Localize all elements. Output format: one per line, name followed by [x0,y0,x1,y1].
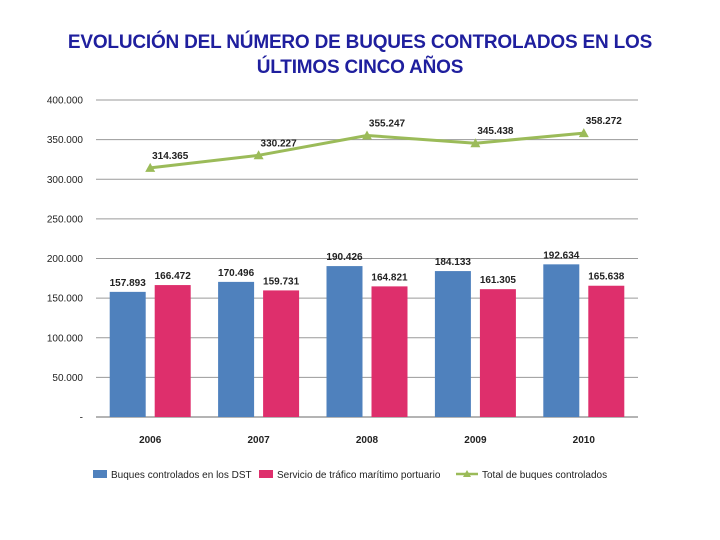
bar [479,289,516,417]
bar-data-label: 184.133 [435,257,472,268]
bar [218,281,255,417]
bar-data-label: 190.426 [326,252,363,263]
legend-label: Total de buques controlados [482,470,607,481]
bar [154,285,191,417]
line-data-label: 330.227 [261,138,298,149]
y-tick-label: 150.000 [47,294,84,305]
bar-data-label: 192.634 [543,250,580,261]
bar [263,290,300,417]
y-tick-label: 100.000 [47,333,84,344]
x-tick-label: 2009 [464,435,487,446]
bar [371,286,408,417]
y-tick-label: 350.000 [47,135,84,146]
bar-data-label: 165.638 [588,272,625,283]
y-tick-label: 50.000 [52,373,83,384]
x-axis: 2006 2007 2008 2009 2010 [139,435,595,446]
bar-data-label: 170.496 [218,268,255,279]
bar-data-label: 166.472 [155,271,192,282]
bar-data-label: 164.821 [371,272,408,283]
y-tick-label: 400.000 [47,96,84,107]
bar [109,291,146,417]
chart-title: EVOLUCIÓN DEL NÚMERO DE BUQUES CONTROLAD… [67,32,653,78]
y-axis: - 50.000 100.000 150.000 200.000 250.000 300.0… [47,96,84,424]
x-tick-label: 2010 [573,435,596,446]
legend-swatch [259,470,273,478]
legend-label: Buques controlados en los DST [111,470,252,481]
y-tick-label: 200.000 [47,254,84,265]
line-point [362,130,372,140]
x-tick-label: 2008 [356,435,379,446]
legend-label: Servicio de tráfico marítimo portuario [277,470,441,481]
line-point [470,138,481,148]
bar [326,266,363,417]
x-tick-label: 2006 [139,435,162,446]
line-data-label: 345.438 [477,126,514,137]
legend-swatch [93,470,107,478]
bar-data-label: 161.305 [480,275,517,286]
legend: Buques controlados en los DST Servicio de… [93,470,607,481]
y-tick-label: 250.000 [47,214,84,225]
line-data-label: 314.365 [152,151,189,162]
line-data-label: 355.247 [369,118,406,129]
line-point [145,162,156,172]
line-data-label: 358.272 [586,116,623,127]
line-point [578,128,589,138]
bars: 157.893 166.472 170.496 159.731 190.426 164.8… [110,250,625,417]
y-tick-label: - [80,413,83,424]
bar [588,285,625,417]
line-point [253,150,264,160]
bar [434,271,471,417]
bar [543,264,580,417]
x-tick-label: 2007 [247,435,270,446]
bar-data-label: 157.893 [110,278,147,289]
total-line: 314.365 330.227 355.247 345.438 358.272 [145,116,622,172]
bar-data-label: 159.731 [263,276,300,287]
y-tick-label: 300.000 [47,175,84,186]
legend-marker [463,470,471,477]
